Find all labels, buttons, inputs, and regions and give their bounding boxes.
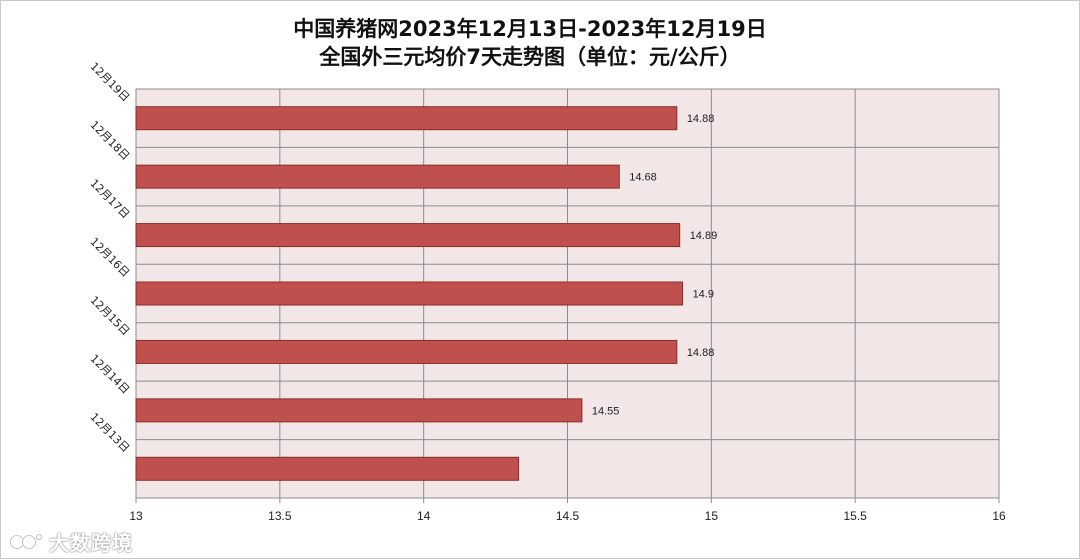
chart-title-line2: 全国外三元均价7天走势图（单位：元/公斤） <box>319 45 741 69</box>
x-tick-label: 14 <box>417 509 431 523</box>
data-label: 14.9 <box>693 289 714 301</box>
x-tick-label: 15.5 <box>843 509 867 523</box>
bar <box>135 164 620 189</box>
y-category-label: 12月17日 <box>88 177 133 222</box>
brand-logo-icon <box>9 533 42 550</box>
watermark-text: 大数跨境 <box>49 531 133 555</box>
bar <box>135 398 583 423</box>
bar <box>135 106 678 131</box>
y-category-label: 12月15日 <box>88 294 133 339</box>
chart-title: 中国养猪网2023年12月13日-2023年12月19日 全国外三元均价7天走势… <box>1 15 1059 71</box>
x-tick-label: 14.5 <box>556 509 580 523</box>
y-category-label: 12月16日 <box>88 235 133 280</box>
bar <box>135 223 681 248</box>
data-label: 14.55 <box>592 405 620 417</box>
x-tick-label: 13 <box>129 509 143 523</box>
y-category-label: 12月18日 <box>88 118 133 163</box>
y-category-label: 12月14日 <box>88 352 133 397</box>
bar <box>135 339 678 364</box>
y-category-label: 12月13日 <box>88 410 133 455</box>
y-category-label: 12月19日 <box>88 60 133 105</box>
data-label: 14.89 <box>690 230 718 242</box>
x-tick-label: 13.5 <box>268 509 292 523</box>
x-tick-label: 15 <box>705 509 719 523</box>
data-label: 14.68 <box>629 172 657 184</box>
x-tick-label: 16 <box>992 509 1006 523</box>
watermark: 大数跨境 <box>9 527 133 556</box>
data-label: 14.88 <box>687 347 715 359</box>
bar <box>135 281 684 306</box>
chart-title-line1: 中国养猪网2023年12月13日-2023年12月19日 <box>293 17 767 41</box>
data-label: 14.88 <box>687 113 715 125</box>
bar <box>135 456 520 481</box>
